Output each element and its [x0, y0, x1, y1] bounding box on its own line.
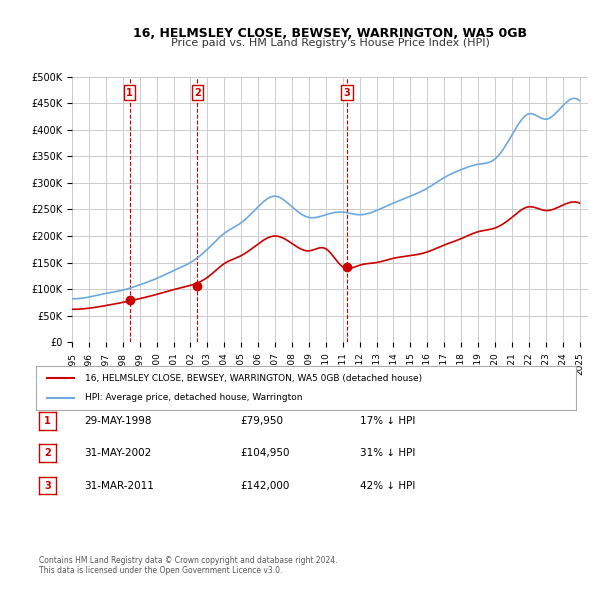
Text: 2: 2: [194, 88, 201, 97]
Text: 42% ↓ HPI: 42% ↓ HPI: [360, 481, 415, 490]
Text: 3: 3: [343, 88, 350, 97]
Text: 31-MAY-2002: 31-MAY-2002: [84, 448, 151, 458]
Text: £79,950: £79,950: [240, 416, 283, 425]
Text: Price paid vs. HM Land Registry's House Price Index (HPI): Price paid vs. HM Land Registry's House …: [170, 38, 490, 48]
Text: 16, HELMSLEY CLOSE, BEWSEY, WARRINGTON, WA5 0GB: 16, HELMSLEY CLOSE, BEWSEY, WARRINGTON, …: [133, 27, 527, 40]
Text: 2: 2: [44, 448, 51, 458]
Text: 31% ↓ HPI: 31% ↓ HPI: [360, 448, 415, 458]
Text: 31-MAR-2011: 31-MAR-2011: [84, 481, 154, 490]
Text: 1: 1: [44, 416, 51, 425]
Text: 1: 1: [127, 88, 133, 97]
Text: 29-MAY-1998: 29-MAY-1998: [84, 416, 151, 425]
Text: HPI: Average price, detached house, Warrington: HPI: Average price, detached house, Warr…: [85, 393, 302, 402]
Text: 3: 3: [44, 481, 51, 490]
Text: 17% ↓ HPI: 17% ↓ HPI: [360, 416, 415, 425]
Text: £104,950: £104,950: [240, 448, 290, 458]
Text: Contains HM Land Registry data © Crown copyright and database right 2024.
This d: Contains HM Land Registry data © Crown c…: [39, 556, 337, 575]
Text: 16, HELMSLEY CLOSE, BEWSEY, WARRINGTON, WA5 0GB (detached house): 16, HELMSLEY CLOSE, BEWSEY, WARRINGTON, …: [85, 373, 422, 383]
Text: £142,000: £142,000: [240, 481, 289, 490]
